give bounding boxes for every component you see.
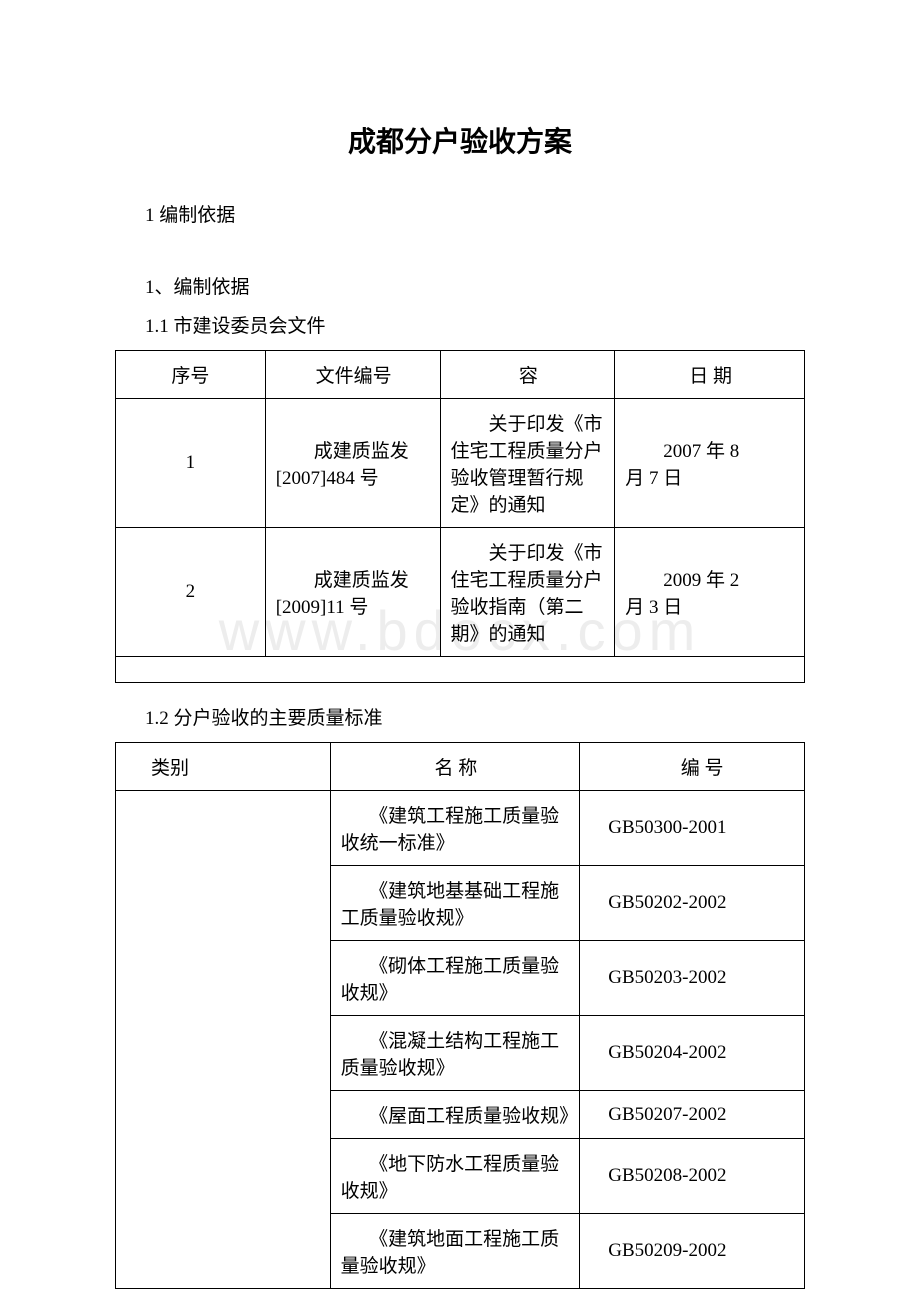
cell-category bbox=[116, 1016, 331, 1091]
cell-seq: 1 bbox=[116, 399, 266, 528]
docno-line1: 成建质监发 bbox=[276, 436, 432, 463]
cell-code: GB50208-2002 bbox=[580, 1139, 805, 1214]
table-quality-standards: 类别 名 称 编 号 《建筑工程施工质量验收统一标准》 GB50300-2001… bbox=[115, 742, 805, 1289]
table-row: 《屋面工程质量验收规》 GB50207-2002 bbox=[116, 1091, 805, 1139]
table-row: 2 成建质监发 [2009]11 号 关于印发《市住宅工程质量分户验收指南（第二… bbox=[116, 528, 805, 657]
subsection-1-label: 1、编制依据 bbox=[115, 272, 805, 299]
cell-content: 关于印发《市住宅工程质量分户验收指南（第二期》的通知 bbox=[440, 528, 615, 657]
page-title: 成都分户验收方案 bbox=[115, 120, 805, 160]
table-header-row: 类别 名 称 编 号 bbox=[116, 743, 805, 791]
cell-name: 《地下防水工程质量验收规》 bbox=[330, 1139, 580, 1214]
cell-name: 《建筑地基基础工程施工质量验收规》 bbox=[330, 866, 580, 941]
header-content: 容 bbox=[440, 351, 615, 399]
header-code: 编 号 bbox=[580, 743, 805, 791]
cell-category bbox=[116, 1139, 331, 1214]
date-line1: 2007 年 8 bbox=[625, 436, 796, 463]
header-seq: 序号 bbox=[116, 351, 266, 399]
table-spacer-row bbox=[116, 657, 805, 683]
table-committee-documents: 序号 文件编号 容 日 期 1 成建质监发 [2007]484 号 关于印发《市… bbox=[115, 350, 805, 683]
cell-name: 《屋面工程质量验收规》 bbox=[330, 1091, 580, 1139]
table-row: 《建筑地基基础工程施工质量验收规》 GB50202-2002 bbox=[116, 866, 805, 941]
cell-date: 2009 年 2 月 3 日 bbox=[615, 528, 805, 657]
date-line1: 2009 年 2 bbox=[625, 565, 796, 592]
docno-line1: 成建质监发 bbox=[276, 565, 432, 592]
cell-category bbox=[116, 791, 331, 866]
table-header-row: 序号 文件编号 容 日 期 bbox=[116, 351, 805, 399]
cell-code: GB50300-2001 bbox=[580, 791, 805, 866]
cell-code: GB50203-2002 bbox=[580, 941, 805, 1016]
subsection-1-2-label: 1.2 分户验收的主要质量标准 bbox=[115, 703, 805, 730]
table-row: 《建筑工程施工质量验收统一标准》 GB50300-2001 bbox=[116, 791, 805, 866]
header-category: 类别 bbox=[116, 743, 331, 791]
cell-date: 2007 年 8 月 7 日 bbox=[615, 399, 805, 528]
cell-name: 《建筑工程施工质量验收统一标准》 bbox=[330, 791, 580, 866]
table-row: 1 成建质监发 [2007]484 号 关于印发《市住宅工程质量分户验收管理暂行… bbox=[116, 399, 805, 528]
cell-category bbox=[116, 941, 331, 1016]
cell-docno: 成建质监发 [2007]484 号 bbox=[265, 399, 440, 528]
cell-code: GB50207-2002 bbox=[580, 1091, 805, 1139]
cell-code: GB50202-2002 bbox=[580, 866, 805, 941]
cell-name: 《建筑地面工程施工质量验收规》 bbox=[330, 1214, 580, 1289]
table-row: 《混凝土结构工程施工质量验收规》 GB50204-2002 bbox=[116, 1016, 805, 1091]
cell-category bbox=[116, 866, 331, 941]
cell-docno: 成建质监发 [2009]11 号 bbox=[265, 528, 440, 657]
table-row: 《砌体工程施工质量验收规》 GB50203-2002 bbox=[116, 941, 805, 1016]
section-1-label: 1 编制依据 bbox=[115, 200, 805, 227]
cell-code: GB50204-2002 bbox=[580, 1016, 805, 1091]
cell-seq: 2 bbox=[116, 528, 266, 657]
document-content: 成都分户验收方案 1 编制依据 1、编制依据 1.1 市建设委员会文件 序号 文… bbox=[115, 120, 805, 1289]
cell-category bbox=[116, 1214, 331, 1289]
table-row: 《建筑地面工程施工质量验收规》 GB50209-2002 bbox=[116, 1214, 805, 1289]
header-date: 日 期 bbox=[615, 351, 805, 399]
docno-line2: [2007]484 号 bbox=[276, 468, 379, 489]
cell-name: 《混凝土结构工程施工质量验收规》 bbox=[330, 1016, 580, 1091]
cell-category bbox=[116, 1091, 331, 1139]
header-docno: 文件编号 bbox=[265, 351, 440, 399]
date-line2: 月 3 日 bbox=[625, 597, 682, 618]
header-name: 名 称 bbox=[330, 743, 580, 791]
date-line2: 月 7 日 bbox=[625, 468, 682, 489]
cell-name: 《砌体工程施工质量验收规》 bbox=[330, 941, 580, 1016]
docno-line2: [2009]11 号 bbox=[276, 597, 369, 618]
cell-code: GB50209-2002 bbox=[580, 1214, 805, 1289]
subsection-1-1-label: 1.1 市建设委员会文件 bbox=[115, 311, 805, 338]
cell-content: 关于印发《市住宅工程质量分户验收管理暂行规定》的通知 bbox=[440, 399, 615, 528]
table-row: 《地下防水工程质量验收规》 GB50208-2002 bbox=[116, 1139, 805, 1214]
